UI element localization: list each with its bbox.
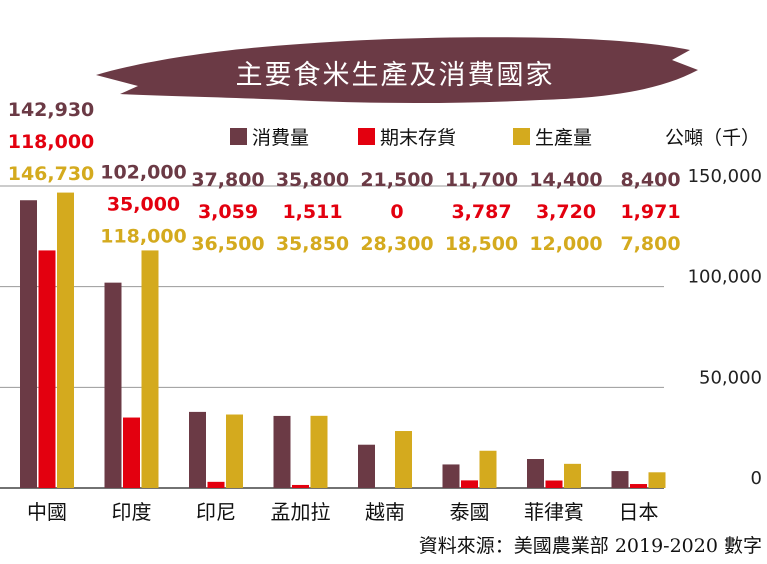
value-label: 118,000 xyxy=(8,131,95,153)
title-banner: 主要食米生產及消費國家 xyxy=(96,37,698,103)
bar xyxy=(38,250,56,488)
value-label: 12,000 xyxy=(529,233,602,255)
value-label: 118,000 xyxy=(100,225,187,247)
y-tick-label: 0 xyxy=(751,468,762,489)
value-label: 11,700 xyxy=(445,169,518,191)
category-label: 菲律賓 xyxy=(524,500,584,524)
bar xyxy=(123,417,140,488)
unit-label: 公噸（千） xyxy=(665,127,760,149)
value-label: 35,000 xyxy=(107,193,180,215)
legend-label-stock: 期末存貨 xyxy=(380,127,456,149)
bars xyxy=(20,192,666,489)
bar xyxy=(395,431,412,488)
chart-title: 主要食米生產及消費國家 xyxy=(236,60,555,91)
bar xyxy=(358,444,375,488)
bar xyxy=(527,459,544,488)
bar xyxy=(461,480,478,488)
value-label: 37,800 xyxy=(191,169,264,191)
bar xyxy=(648,472,666,488)
bar xyxy=(630,484,647,488)
category-label: 中國 xyxy=(27,500,67,524)
y-axis-ticks: 0 50,000 100,000 150,000 xyxy=(688,166,762,489)
value-label: 18,500 xyxy=(445,233,518,255)
value-label: 36,500 xyxy=(191,233,264,255)
value-label: 3,720 xyxy=(536,201,596,223)
category-label: 越南 xyxy=(365,500,405,524)
category-label: 印尼 xyxy=(196,500,236,524)
bar xyxy=(292,484,309,488)
legend-label-consumption: 消費量 xyxy=(252,127,309,149)
bar xyxy=(273,415,291,488)
value-label: 7,800 xyxy=(620,233,680,255)
value-label: 28,300 xyxy=(360,233,433,255)
bar xyxy=(207,481,225,488)
value-label: 1,971 xyxy=(620,201,680,223)
legend-swatch-consumption xyxy=(230,128,247,145)
bar xyxy=(611,471,629,488)
bar xyxy=(442,464,460,488)
value-label: 146,730 xyxy=(8,163,95,185)
value-label: 21,500 xyxy=(360,169,433,191)
legend-label-production: 生產量 xyxy=(535,127,592,149)
value-label: 102,000 xyxy=(100,161,187,183)
bar xyxy=(104,282,122,488)
value-labels: 142,930 118,000 146,730 102,000 35,000 118,00… xyxy=(8,99,681,255)
bar xyxy=(310,415,328,488)
source-note: 資料來源：美國農業部 2019-2020 數字 xyxy=(419,535,762,557)
value-label: 3,787 xyxy=(451,201,511,223)
value-label: 1,511 xyxy=(282,201,342,223)
bar xyxy=(545,480,563,488)
category-labels: 中國 印度 印尼 孟加拉 越南 泰國 菲律賓 日本 xyxy=(27,500,659,524)
value-label: 14,400 xyxy=(529,169,602,191)
y-tick-label: 150,000 xyxy=(688,166,762,187)
bar xyxy=(20,200,37,489)
bar xyxy=(57,192,74,488)
bar xyxy=(226,414,243,488)
bar xyxy=(479,450,497,488)
value-label: 142,930 xyxy=(8,99,95,121)
y-tick-label: 50,000 xyxy=(699,367,762,388)
legend-swatch-stock xyxy=(358,128,375,145)
value-label: 3,059 xyxy=(198,201,258,223)
bar xyxy=(564,463,581,488)
bar xyxy=(189,411,206,488)
value-label: 35,800 xyxy=(276,169,349,191)
y-tick-label: 100,000 xyxy=(688,267,762,288)
value-label: 0 xyxy=(390,201,403,223)
category-label: 印度 xyxy=(112,500,152,524)
category-label: 泰國 xyxy=(450,500,490,524)
category-label: 日本 xyxy=(619,500,659,524)
category-label: 孟加拉 xyxy=(271,500,331,524)
value-label: 35,850 xyxy=(276,233,349,255)
brush-stroke-icon xyxy=(96,37,698,103)
legend: 消費量 期末存貨 生產量 xyxy=(230,127,592,149)
bar xyxy=(141,250,159,488)
value-label: 8,400 xyxy=(620,169,680,191)
legend-swatch-production xyxy=(513,128,530,145)
